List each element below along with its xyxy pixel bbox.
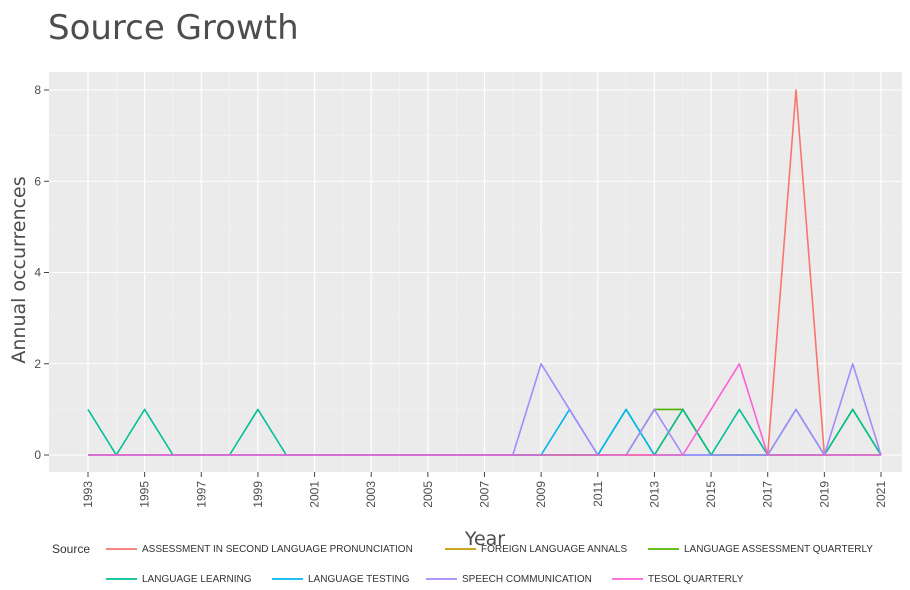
x-tick-label: 2015 [704, 481, 718, 508]
x-tick-label: 2001 [308, 481, 322, 508]
y-tick-label: 6 [34, 174, 41, 188]
legend-item-label: LANGUAGE TESTING [308, 574, 410, 585]
legend-item-label: ASSESSMENT IN SECOND LANGUAGE PRONUNCIAT… [142, 544, 413, 555]
y-tick-label: 2 [34, 357, 41, 371]
legend-title: Source [52, 542, 90, 556]
x-axis-title: Year [464, 528, 505, 550]
x-tick-label: 1993 [81, 481, 95, 508]
x-tick-label: 2013 [647, 481, 661, 508]
y-tick-label: 8 [34, 83, 41, 97]
y-axis-ticks: 0 2 4 6 8 [34, 83, 49, 462]
y-tick-label: 0 [34, 448, 41, 462]
x-axis-ticks: 1993 1995 1997 1999 2001 2003 2005 2007 2009 2011… [81, 472, 888, 508]
legend-item-label: TESOL QUARTERLY [648, 574, 744, 585]
legend-item-label: SPEECH COMMUNICATION [462, 574, 592, 585]
x-tick-label: 2017 [761, 481, 775, 508]
series-line-6 [88, 362, 881, 456]
x-tick-label: 1999 [251, 481, 265, 508]
x-tick-label: 2021 [874, 481, 888, 508]
x-tick-label: 2009 [534, 481, 548, 508]
y-tick-label: 4 [34, 266, 41, 280]
x-tick-label: 1997 [194, 481, 208, 508]
series-lines [87, 89, 882, 456]
legend: Source ASSESSMENT IN SECOND LANGUAGE PRO… [52, 542, 873, 585]
legend-item-label: FOREIGN LANGUAGE ANNALS [481, 544, 627, 555]
chart-title: Source Growth [48, 8, 299, 48]
x-tick-label: 2005 [421, 481, 435, 508]
x-tick-label: 1995 [138, 481, 152, 508]
x-tick-label: 2011 [591, 481, 605, 507]
x-tick-label: 2019 [817, 481, 831, 508]
legend-item-label: LANGUAGE LEARNING [142, 574, 252, 585]
x-tick-label: 2003 [364, 481, 378, 508]
legend-item-label: LANGUAGE ASSESSMENT QUARTERLY [684, 544, 873, 555]
x-tick-label: 2007 [478, 481, 492, 508]
y-axis-title: Annual occurrences [8, 176, 30, 363]
